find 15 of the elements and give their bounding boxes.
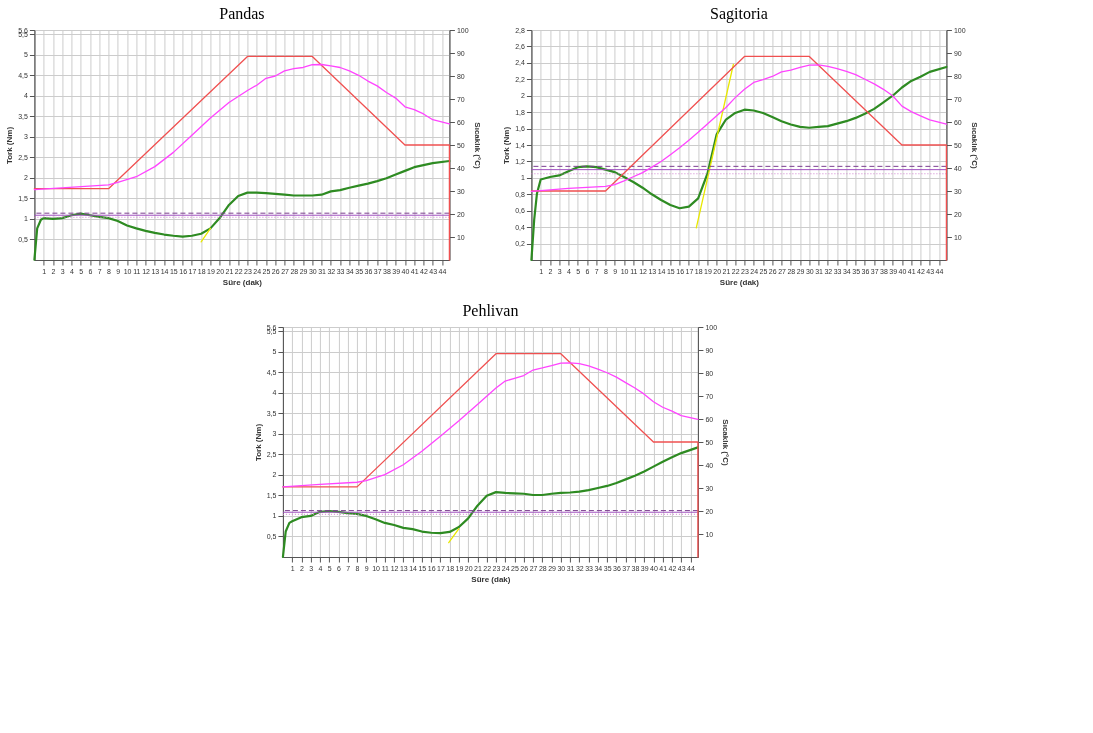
y-axis-title: Tork (Nm) <box>253 423 263 462</box>
x-axis-title: Süre (dak) <box>719 277 760 287</box>
chart-title: Pehlivan <box>462 302 519 319</box>
y2-axis-title: Sıcaklık (°C) <box>969 122 979 169</box>
line-series <box>530 64 948 193</box>
x-axis-title: Süre (dak) <box>222 277 263 287</box>
chart-title: Pandas <box>219 5 265 22</box>
chart-title: Sagitoria <box>710 5 768 23</box>
y-axis-title: Tork (Nm) <box>5 126 15 165</box>
line-series <box>33 63 451 191</box>
x-axis-title: Süre (dak) <box>471 574 511 584</box>
y-axis-title: Tork (Nm) <box>502 126 512 165</box>
line-series <box>282 362 699 488</box>
y2-axis-title: Sıcaklık (°C) <box>721 419 731 466</box>
y2-axis-title: Sıcaklık (°C) <box>472 122 482 169</box>
